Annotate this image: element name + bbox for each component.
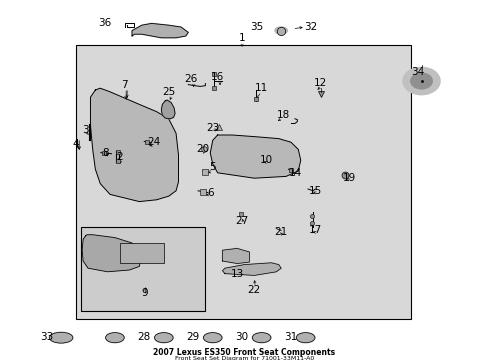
Text: 13: 13	[230, 269, 244, 279]
Text: 6: 6	[206, 188, 213, 198]
Text: 18: 18	[276, 110, 290, 120]
Text: 9: 9	[141, 288, 147, 298]
Ellipse shape	[274, 27, 287, 34]
Text: 24: 24	[147, 137, 161, 147]
Text: 4: 4	[72, 139, 79, 149]
Text: 32: 32	[303, 22, 317, 32]
Polygon shape	[161, 100, 175, 119]
Text: 35: 35	[249, 22, 263, 32]
Ellipse shape	[49, 332, 73, 343]
Text: 2007 Lexus ES350 Front Seat Components: 2007 Lexus ES350 Front Seat Components	[153, 348, 335, 356]
Text: 20: 20	[196, 144, 209, 154]
Bar	[76, 45, 410, 319]
Text: 36: 36	[98, 18, 112, 28]
Text: 27: 27	[235, 216, 248, 226]
Polygon shape	[222, 248, 249, 264]
Polygon shape	[222, 263, 281, 275]
Ellipse shape	[154, 333, 173, 343]
Text: 34: 34	[410, 67, 424, 77]
Ellipse shape	[203, 333, 222, 343]
Text: 29: 29	[186, 332, 200, 342]
Ellipse shape	[105, 333, 124, 343]
Text: 19: 19	[342, 173, 356, 183]
Text: 11: 11	[254, 83, 268, 93]
Bar	[81, 227, 205, 311]
Text: 8: 8	[102, 148, 108, 158]
Text: 26: 26	[183, 74, 197, 84]
Text: 14: 14	[288, 168, 302, 178]
Polygon shape	[82, 235, 141, 272]
Circle shape	[410, 73, 431, 89]
Text: 25: 25	[162, 87, 175, 97]
Text: 21: 21	[274, 227, 287, 237]
Text: Front Seat Set Diagram for 71001-33M11-A0: Front Seat Set Diagram for 71001-33M11-A…	[175, 356, 313, 360]
Text: 33: 33	[40, 332, 53, 342]
Polygon shape	[90, 88, 178, 202]
Polygon shape	[132, 23, 188, 38]
Text: 31: 31	[284, 332, 297, 342]
Polygon shape	[210, 135, 300, 178]
Circle shape	[402, 67, 439, 95]
Text: 12: 12	[313, 78, 326, 88]
Text: 22: 22	[247, 285, 261, 295]
Text: 10: 10	[260, 155, 272, 165]
Text: 1: 1	[238, 33, 245, 43]
Text: 30: 30	[235, 332, 248, 342]
Ellipse shape	[296, 333, 314, 343]
Text: 3: 3	[82, 125, 89, 135]
Text: 17: 17	[308, 225, 322, 235]
Bar	[120, 243, 163, 263]
Text: 7: 7	[121, 80, 128, 90]
Ellipse shape	[252, 333, 270, 343]
Text: 23: 23	[205, 123, 219, 133]
Text: 16: 16	[210, 72, 224, 82]
Text: 2: 2	[116, 152, 123, 162]
Text: 5: 5	[209, 162, 216, 172]
Text: 28: 28	[137, 332, 151, 342]
Text: 15: 15	[308, 186, 322, 196]
